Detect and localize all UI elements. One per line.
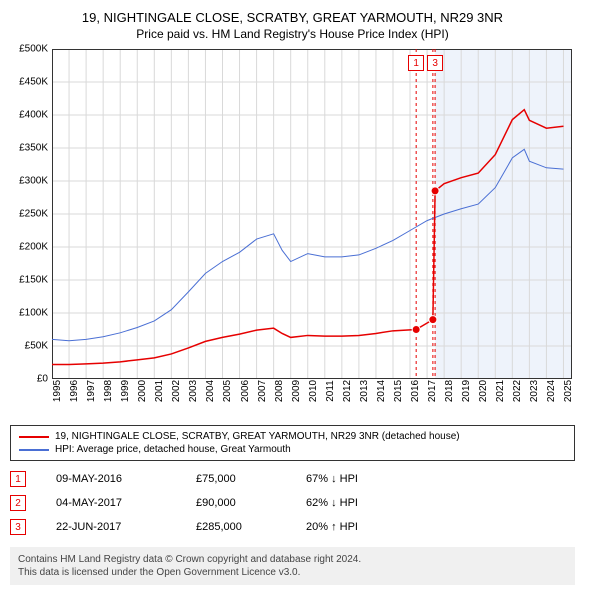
marker-price: £285,000 xyxy=(196,521,276,533)
x-tick-label: 2024 xyxy=(546,380,557,402)
marker-price: £90,000 xyxy=(196,497,276,509)
footer-line-2: This data is licensed under the Open Gov… xyxy=(18,566,567,579)
x-tick-label: 2004 xyxy=(205,380,216,402)
marker-delta: 67% ↓ HPI xyxy=(306,473,358,485)
x-tick-label: 2014 xyxy=(376,380,387,402)
chart-title: 19, NIGHTINGALE CLOSE, SCRATBY, GREAT YA… xyxy=(10,10,575,25)
x-tick-label: 1996 xyxy=(69,380,80,402)
x-tick-label: 2023 xyxy=(529,380,540,402)
x-axis-labels: 1995199619971998199920002001200220032004… xyxy=(52,387,572,419)
marker-number-box: 1 xyxy=(10,471,26,487)
legend: 19, NIGHTINGALE CLOSE, SCRATBY, GREAT YA… xyxy=(10,425,575,461)
x-tick-label: 2016 xyxy=(410,380,421,402)
marker-row: 3 22-JUN-2017 £285,000 20% ↑ HPI xyxy=(10,515,575,539)
marker-row: 1 09-MAY-2016 £75,000 67% ↓ HPI xyxy=(10,467,575,491)
legend-item: 19, NIGHTINGALE CLOSE, SCRATBY, GREAT YA… xyxy=(19,430,566,443)
callout-1: 1 xyxy=(408,55,424,71)
y-tick-label: £350K xyxy=(19,143,48,154)
x-tick-label: 2000 xyxy=(137,380,148,402)
x-tick-label: 2018 xyxy=(444,380,455,402)
x-tick-label: 1995 xyxy=(52,380,63,402)
x-tick-label: 2022 xyxy=(512,380,523,402)
x-tick-label: 2003 xyxy=(188,380,199,402)
marker-date: 04-MAY-2017 xyxy=(56,497,166,509)
x-tick-label: 2002 xyxy=(171,380,182,402)
marker-delta: 62% ↓ HPI xyxy=(306,497,358,509)
x-tick-label: 2019 xyxy=(461,380,472,402)
y-tick-label: £250K xyxy=(19,209,48,220)
plot-svg xyxy=(52,49,572,379)
footer-line-1: Contains HM Land Registry data © Crown c… xyxy=(18,553,567,566)
marker-row: 2 04-MAY-2017 £90,000 62% ↓ HPI xyxy=(10,491,575,515)
y-tick-label: £0 xyxy=(37,374,48,385)
x-tick-label: 2009 xyxy=(291,380,302,402)
callout-3: 3 xyxy=(427,55,443,71)
y-tick-label: £400K xyxy=(19,110,48,121)
chart-subtitle: Price paid vs. HM Land Registry's House … xyxy=(10,27,575,41)
legend-label: HPI: Average price, detached house, Grea… xyxy=(55,444,291,455)
x-tick-label: 2010 xyxy=(308,380,319,402)
x-tick-label: 2015 xyxy=(393,380,404,402)
marker-delta: 20% ↑ HPI xyxy=(306,521,358,533)
legend-item: HPI: Average price, detached house, Grea… xyxy=(19,443,566,456)
y-tick-label: £450K xyxy=(19,77,48,88)
x-tick-label: 2008 xyxy=(274,380,285,402)
x-tick-label: 1999 xyxy=(120,380,131,402)
chart-container: 19, NIGHTINGALE CLOSE, SCRATBY, GREAT YA… xyxy=(10,10,575,585)
x-tick-label: 2021 xyxy=(495,380,506,402)
y-tick-label: £500K xyxy=(19,44,48,55)
x-tick-label: 2020 xyxy=(478,380,489,402)
marker-price: £75,000 xyxy=(196,473,276,485)
legend-swatch xyxy=(19,436,49,438)
y-tick-label: £50K xyxy=(25,341,48,352)
x-tick-label: 2005 xyxy=(222,380,233,402)
marker-date: 22-JUN-2017 xyxy=(56,521,166,533)
legend-label: 19, NIGHTINGALE CLOSE, SCRATBY, GREAT YA… xyxy=(55,431,460,442)
marker-date: 09-MAY-2016 xyxy=(56,473,166,485)
plot-area: £0£50K£100K£150K£200K£250K£300K£350K£400… xyxy=(52,49,575,379)
y-tick-label: £300K xyxy=(19,176,48,187)
x-tick-label: 2011 xyxy=(325,380,336,402)
x-tick-label: 2006 xyxy=(240,380,251,402)
marker-number-box: 3 xyxy=(10,519,26,535)
marker-table: 1 09-MAY-2016 £75,000 67% ↓ HPI 2 04-MAY-2017… xyxy=(10,467,575,539)
x-tick-label: 2001 xyxy=(154,380,165,402)
x-tick-label: 2017 xyxy=(427,380,438,402)
marker-number-box: 2 xyxy=(10,495,26,511)
x-tick-label: 2007 xyxy=(257,380,268,402)
y-tick-label: £150K xyxy=(19,275,48,286)
legend-swatch xyxy=(19,449,49,451)
x-tick-label: 2012 xyxy=(342,380,353,402)
x-tick-label: 2013 xyxy=(359,380,370,402)
footer-attribution: Contains HM Land Registry data © Crown c… xyxy=(10,547,575,585)
y-tick-label: £200K xyxy=(19,242,48,253)
x-tick-label: 1998 xyxy=(103,380,114,402)
y-tick-label: £100K xyxy=(19,308,48,319)
x-tick-label: 2025 xyxy=(563,380,574,402)
x-tick-label: 1997 xyxy=(86,380,97,402)
